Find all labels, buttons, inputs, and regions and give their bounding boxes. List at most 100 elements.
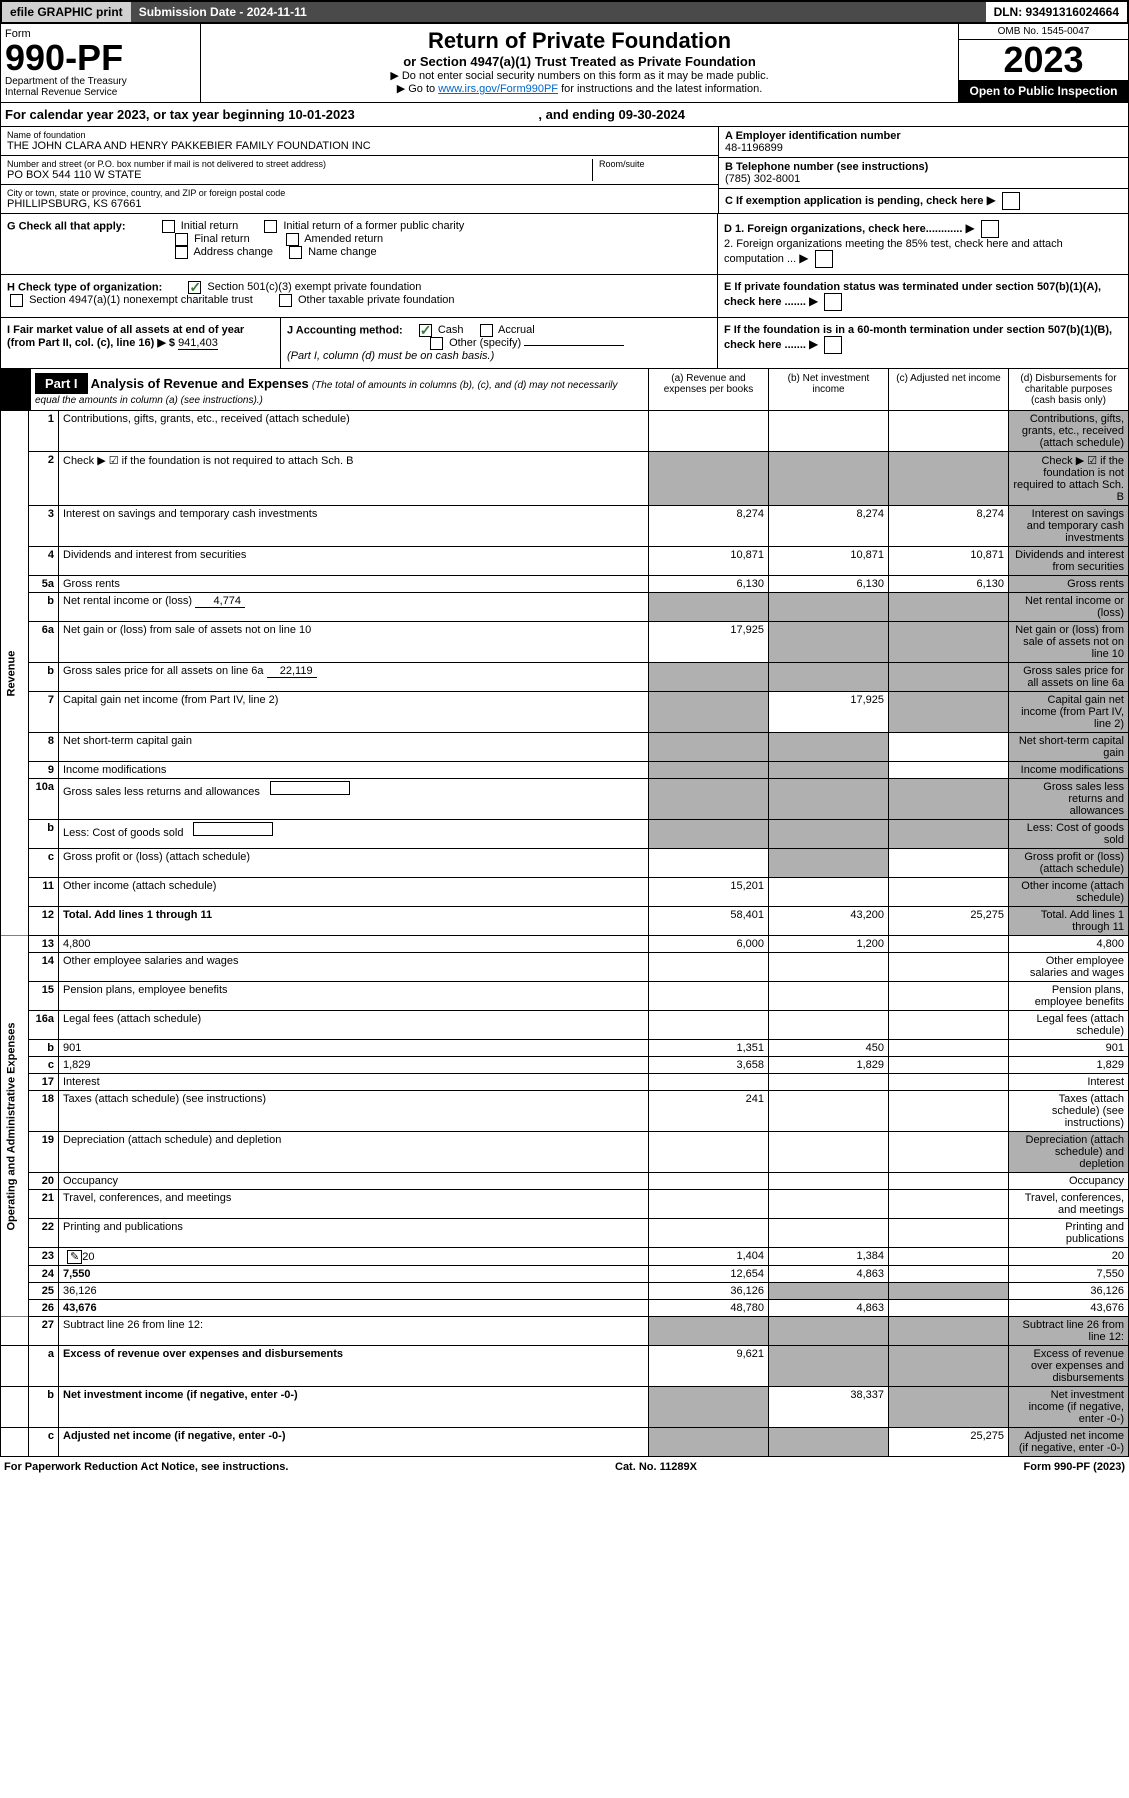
d1-checkbox[interactable]: [981, 220, 999, 238]
address-change-checkbox[interactable]: [175, 246, 188, 259]
table-row: 247,55012,6544,8637,550: [1, 1266, 1129, 1283]
j-cash-checkbox[interactable]: [419, 324, 432, 337]
value-cell-d: Other employee salaries and wages: [1009, 953, 1129, 982]
value-cell-d: Net gain or (loss) from sale of assets n…: [1009, 622, 1129, 663]
value-cell-b: [769, 1317, 889, 1346]
f-label: F If the foundation is in a 60-month ter…: [724, 324, 1112, 351]
part1-header-row: Part I Analysis of Revenue and Expenses …: [0, 369, 1129, 411]
dln: DLN: 93491316024664: [986, 2, 1127, 22]
g-opt-3: Amended return: [304, 233, 383, 245]
line-number: 1: [29, 411, 59, 452]
line-description: Dividends and interest from securities: [59, 547, 649, 576]
f-checkbox[interactable]: [824, 336, 842, 354]
c-label: C If exemption application is pending, c…: [725, 195, 984, 207]
value-cell-b: 10,871: [769, 547, 889, 576]
line-description: Income modifications: [59, 762, 649, 779]
value-cell-b: [769, 1074, 889, 1091]
value-cell-a: [649, 849, 769, 878]
e-checkbox[interactable]: [824, 293, 842, 311]
value-cell-a: [649, 1387, 769, 1428]
value-cell-b: 1,200: [769, 936, 889, 953]
table-row: aExcess of revenue over expenses and dis…: [1, 1346, 1129, 1387]
line-description: Capital gain net income (from Part IV, l…: [59, 692, 649, 733]
table-row: 12Total. Add lines 1 through 1158,40143,…: [1, 907, 1129, 936]
value-cell-a: [649, 779, 769, 820]
arrow-icon: ▶: [965, 221, 974, 235]
line-description: Adjusted net income (if negative, enter …: [59, 1428, 649, 1457]
line-number: 18: [29, 1091, 59, 1132]
value-cell-d: Other income (attach schedule): [1009, 878, 1129, 907]
c-checkbox[interactable]: [1002, 192, 1020, 210]
value-cell-c: [889, 1040, 1009, 1057]
table-row: 17InterestInterest: [1, 1074, 1129, 1091]
line-description: 901: [59, 1040, 649, 1057]
value-cell-a: [649, 1219, 769, 1248]
initial-return-checkbox[interactable]: [162, 220, 175, 233]
efile-label[interactable]: efile GRAPHIC print: [2, 2, 131, 22]
line-description: ✎20: [59, 1248, 649, 1266]
value-cell-d: Occupancy: [1009, 1173, 1129, 1190]
line-description: Less: Cost of goods sold: [59, 820, 649, 849]
value-cell-d: Income modifications: [1009, 762, 1129, 779]
table-row: 2536,12636,12636,126: [1, 1283, 1129, 1300]
open-inspection: Open to Public Inspection: [959, 80, 1128, 102]
value-cell-b: [769, 663, 889, 692]
irs-link[interactable]: www.irs.gov/Form990PF: [438, 83, 558, 95]
value-cell-a: [649, 1428, 769, 1457]
col-c-header: (c) Adjusted net income: [888, 369, 1008, 410]
line-description: 7,550: [59, 1266, 649, 1283]
foundation-name: THE JOHN CLARA AND HENRY PAKKEBIER FAMIL…: [7, 140, 712, 152]
d2-label: 2. Foreign organizations meeting the 85%…: [724, 238, 1063, 265]
initial-former-checkbox[interactable]: [264, 220, 277, 233]
value-cell-a: [649, 1190, 769, 1219]
h3-checkbox[interactable]: [279, 294, 292, 307]
line-number: 13: [29, 936, 59, 953]
line-number: 12: [29, 907, 59, 936]
instr-ssn: ▶ Do not enter social security numbers o…: [205, 69, 954, 82]
table-row: 8Net short-term capital gainNet short-te…: [1, 733, 1129, 762]
value-cell-b: [769, 1219, 889, 1248]
h1-checkbox[interactable]: [188, 281, 201, 294]
pad-cell: [1, 1346, 29, 1387]
value-cell-a: [649, 452, 769, 506]
amended-checkbox[interactable]: [286, 233, 299, 246]
table-row: 27Subtract line 26 from line 12:Subtract…: [1, 1317, 1129, 1346]
value-cell-c: [889, 663, 1009, 692]
line-description: Legal fees (attach schedule): [59, 1011, 649, 1040]
value-cell-d: Gross rents: [1009, 576, 1129, 593]
g-opt-4: Address change: [193, 246, 273, 258]
j-other-checkbox[interactable]: [430, 337, 443, 350]
value-cell-b: [769, 1190, 889, 1219]
value-cell-c: [889, 1387, 1009, 1428]
h2-checkbox[interactable]: [10, 294, 23, 307]
name-label: Name of foundation: [7, 130, 712, 140]
value-cell-c: [889, 1132, 1009, 1173]
value-cell-c: [889, 849, 1009, 878]
final-return-checkbox[interactable]: [175, 233, 188, 246]
instr-link-row: ▶ Go to www.irs.gov/Form990PF for instru…: [205, 82, 954, 95]
table-row: 15Pension plans, employee benefitsPensio…: [1, 982, 1129, 1011]
g-opt-0: Initial return: [181, 220, 238, 232]
value-cell-b: 38,337: [769, 1387, 889, 1428]
value-cell-d: Less: Cost of goods sold: [1009, 820, 1129, 849]
line-description: Occupancy: [59, 1173, 649, 1190]
j-accrual: Accrual: [498, 324, 535, 336]
attachment-icon[interactable]: ✎: [67, 1250, 82, 1264]
table-row: bLess: Cost of goods soldLess: Cost of g…: [1, 820, 1129, 849]
value-cell-a: [649, 820, 769, 849]
j-accrual-checkbox[interactable]: [480, 324, 493, 337]
e-label: E If private foundation status was termi…: [724, 281, 1101, 308]
j-other: Other (specify): [449, 337, 521, 349]
line-number: c: [29, 849, 59, 878]
line-number: c: [29, 1057, 59, 1074]
d2-checkbox[interactable]: [815, 250, 833, 268]
line-number: 7: [29, 692, 59, 733]
line-description: 4,800: [59, 936, 649, 953]
name-change-checkbox[interactable]: [289, 246, 302, 259]
i-value: 941,403: [178, 337, 218, 350]
value-cell-c: [889, 1011, 1009, 1040]
value-cell-c: [889, 1057, 1009, 1074]
ein-label: A Employer identification number: [725, 130, 1122, 142]
value-cell-c: [889, 411, 1009, 452]
line-description: Gross sales less returns and allowances: [59, 779, 649, 820]
